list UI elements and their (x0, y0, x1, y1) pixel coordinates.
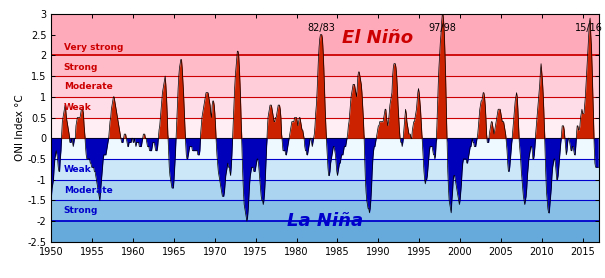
Text: 97/98: 97/98 (428, 23, 456, 33)
Bar (51, 138, 599, 159)
Text: 15/16: 15/16 (575, 23, 603, 33)
Text: Strong: Strong (64, 63, 98, 72)
Bar (51, 118, 599, 138)
Text: El Niño: El Niño (342, 29, 413, 47)
Bar (51, 221, 599, 242)
Bar (51, 76, 599, 97)
Bar (51, 200, 599, 221)
Bar (51, 180, 599, 200)
Text: Weak: Weak (64, 165, 91, 174)
Text: Moderate: Moderate (64, 185, 113, 195)
Y-axis label: ONI Index °C: ONI Index °C (15, 95, 25, 161)
Text: Very strong: Very strong (64, 43, 123, 51)
Bar (51, 159, 599, 180)
Bar (51, 14, 599, 55)
Bar (51, 97, 599, 118)
Bar (51, 55, 599, 76)
Text: Moderate: Moderate (64, 82, 113, 91)
Text: Weak: Weak (64, 103, 91, 112)
Text: Strong: Strong (64, 206, 98, 215)
Text: 82/83: 82/83 (307, 23, 335, 33)
Text: La Niña: La Niña (287, 212, 363, 230)
